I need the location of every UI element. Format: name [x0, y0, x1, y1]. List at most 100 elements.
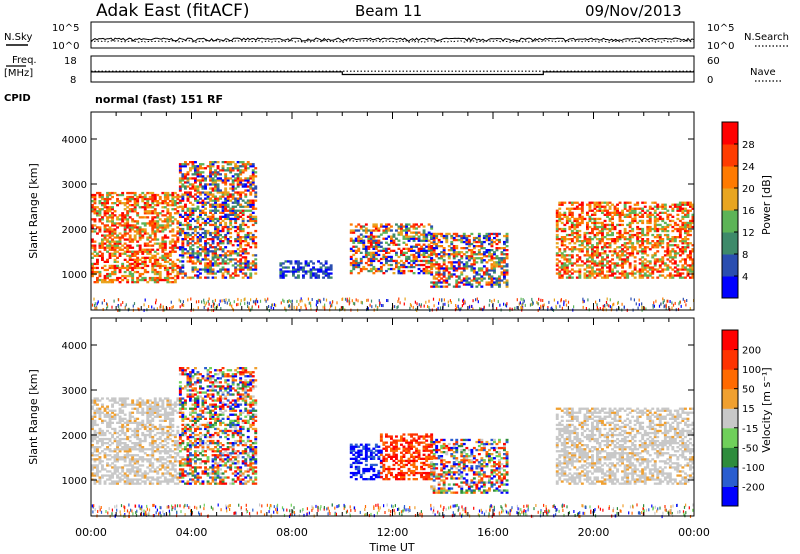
scatter-cell [254, 199, 258, 202]
scatter-cell [246, 215, 250, 218]
scatter-cell [505, 253, 509, 256]
scatter-cell [199, 181, 202, 184]
scatter-cell [98, 278, 102, 282]
scatter-cell [663, 250, 667, 253]
scatter-cell [101, 193, 104, 197]
scatter-cell [656, 205, 660, 208]
scatter-cell [189, 242, 192, 245]
scatter-cell [646, 225, 650, 229]
scatter-cell [141, 252, 145, 255]
scatter-cell [598, 260, 602, 263]
scatter-cell [586, 203, 589, 206]
scatter-cell [249, 209, 253, 212]
scatter-cell [111, 195, 114, 199]
scatter-cell [244, 177, 248, 180]
scatter-cell [96, 423, 99, 427]
scatter-cell [477, 267, 481, 270]
scatter-cell [653, 229, 657, 233]
scatter-cell [93, 454, 97, 457]
scatter-cell [488, 283, 491, 286]
scatter-cell [631, 272, 635, 275]
scatter-cell [477, 240, 481, 244]
scatter-cell [91, 238, 94, 241]
speckle-cell [604, 304, 606, 307]
scatter-cell [626, 201, 630, 204]
scatter-cell [666, 242, 670, 245]
scatter-cell [470, 283, 474, 286]
scatter-cell [251, 264, 255, 267]
scatter-cell [357, 261, 361, 265]
scatter-cell [626, 246, 630, 249]
scatter-cell [101, 431, 104, 435]
scatter-cell [194, 219, 197, 223]
scatter-cell [641, 227, 645, 231]
scatter-cell [91, 224, 94, 227]
speckle-cell [437, 306, 439, 310]
scatter-cell [558, 250, 562, 253]
scatter-cell [686, 256, 690, 259]
scatter-cell [116, 200, 119, 203]
scatter-cell [573, 219, 577, 223]
scatter-cell [106, 425, 109, 429]
scatter-cell [156, 260, 160, 263]
scatter-cell [111, 435, 114, 439]
speckle-cell [565, 303, 568, 307]
scatter-cell [216, 199, 220, 202]
scatter-cell [239, 244, 243, 247]
scatter-cell [251, 260, 255, 263]
scatter-cell [498, 285, 501, 288]
scatter-cell [128, 470, 132, 473]
scatter-cell [153, 262, 157, 266]
scatter-cell [204, 246, 207, 249]
speckle-cell [529, 303, 532, 307]
scatter-cell [623, 258, 627, 261]
scatter-cell [211, 199, 215, 202]
scatter-cell [349, 269, 353, 273]
scatter-cell [244, 189, 248, 192]
scatter-cell [199, 244, 202, 247]
scatter-cell [138, 216, 142, 219]
scatter-cell [405, 233, 408, 236]
scatter-cell [123, 444, 127, 447]
scatter-cell [616, 213, 619, 216]
scatter-cell [108, 415, 112, 418]
scatter-cell [241, 250, 245, 253]
scatter-cell [591, 229, 594, 233]
scatter-cell [603, 250, 607, 253]
scatter-cell [133, 210, 137, 213]
scatter-cell [178, 205, 182, 208]
scatter-cell [676, 207, 680, 210]
scatter-cell [101, 476, 104, 479]
scatter-cell [653, 242, 657, 245]
scatter-cell [462, 234, 466, 238]
scatter-cell [377, 229, 381, 232]
scatter-cell [472, 263, 476, 266]
scatter-cell [327, 276, 331, 279]
scatter-cell [234, 201, 238, 204]
scatter-cell [671, 258, 675, 261]
scatter-cell [359, 237, 363, 240]
scatter-cell [369, 237, 373, 240]
scatter-cell [618, 264, 622, 267]
scatter-cell [374, 257, 378, 261]
scatter-cell [410, 269, 413, 273]
scatter-cell [646, 233, 650, 237]
scatter-cell [563, 211, 567, 214]
scatter-cell [292, 272, 295, 275]
speckle-cell [410, 304, 412, 308]
scatter-cell [249, 163, 253, 166]
scatter-cell [309, 274, 313, 277]
scatter-cell [194, 207, 197, 210]
scatter-cell [575, 223, 579, 227]
scatter-cell [236, 217, 240, 221]
scatter-cell [131, 401, 135, 404]
scatter-cell [168, 214, 172, 217]
scatter-cell [472, 267, 476, 270]
scatter-cell [231, 272, 235, 275]
scatter-cell [385, 227, 388, 230]
scatter-cell [560, 213, 564, 216]
scatter-cell [163, 200, 167, 203]
scatter-cell [392, 233, 396, 236]
scatter-cell [578, 213, 582, 216]
scatter-cell [143, 268, 147, 272]
